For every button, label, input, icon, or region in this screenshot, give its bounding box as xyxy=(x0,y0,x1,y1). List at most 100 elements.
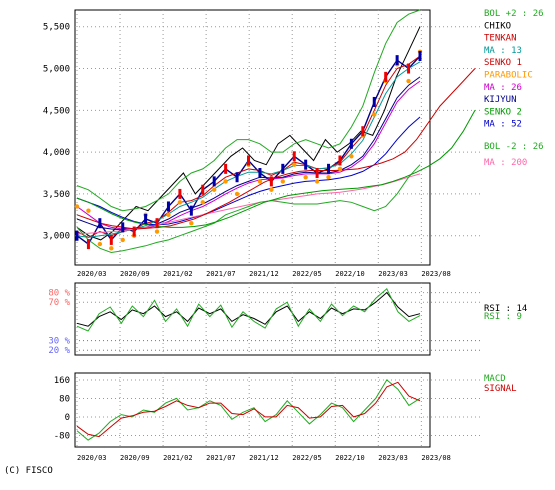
legend-label: TENKAN xyxy=(484,34,517,44)
parabolic-dot xyxy=(292,162,297,167)
candle-body xyxy=(407,63,411,74)
price-x-tick-label: 2023/08 xyxy=(421,270,451,278)
macd-y-tick-label: -80 xyxy=(54,431,70,441)
series-line-ma-52 xyxy=(76,116,421,226)
price-y-tick-label: 4,000 xyxy=(43,148,70,158)
candle-body xyxy=(166,201,170,212)
candle-body xyxy=(247,155,250,166)
price-x-tick-label: 2021/07 xyxy=(206,270,236,278)
legend-label: MA : 200 xyxy=(484,158,527,168)
series-line-bol-2-26 xyxy=(76,164,421,254)
parabolic-dot xyxy=(303,175,308,180)
macd-x-tick-label: 2023/08 xyxy=(421,454,451,462)
candle-body xyxy=(75,230,79,241)
legend-label: MA : 52 xyxy=(484,120,522,130)
parabolic-dot xyxy=(212,187,217,192)
candle-body xyxy=(178,188,182,199)
macd-x-tick-label: 2021/02 xyxy=(163,454,193,462)
candle-body xyxy=(121,222,125,233)
price-y-tick-label: 3,000 xyxy=(43,232,70,242)
candle-body xyxy=(327,163,331,174)
legend-label: SENKO 1 xyxy=(484,58,522,68)
legend-label: KIJYUN xyxy=(484,95,517,105)
macd-x-tick-label: 2023/03 xyxy=(378,454,408,462)
candle-body xyxy=(189,205,193,216)
price-x-tick-label: 2022/05 xyxy=(292,270,322,278)
rsi-y-tick-label: 30 % xyxy=(48,337,70,347)
rsi-y-tick-label: 80 % xyxy=(48,289,70,299)
parabolic-dot xyxy=(337,166,343,172)
legend-label: SENKO 2 xyxy=(484,107,522,117)
price-y-tick-label: 3,500 xyxy=(43,190,70,200)
candle-body xyxy=(361,126,365,137)
parabolic-dot xyxy=(166,212,171,218)
legend-label: CHIKO xyxy=(484,21,511,31)
macd-x-tick-label: 2020/09 xyxy=(120,454,150,462)
legend-label: PARABOLIC xyxy=(484,71,533,81)
series-line-bol-2-26 xyxy=(76,9,421,212)
series-line-rsi-14 xyxy=(76,291,421,327)
macd-y-tick-label: 0 xyxy=(65,413,70,423)
macd-y-tick-label: 160 xyxy=(54,376,70,386)
rsi-y-tick-label: 70 % xyxy=(48,298,70,308)
parabolic-dot xyxy=(269,187,274,192)
macd-x-tick-label: 2020/03 xyxy=(77,454,107,462)
parabolic-dot xyxy=(200,200,205,205)
candle-body xyxy=(258,168,262,179)
macd-x-tick-label: 2022/05 xyxy=(292,454,322,462)
legend-label: RSI : 9 xyxy=(484,312,522,322)
parabolic-dot xyxy=(280,179,285,184)
parabolic-dot xyxy=(74,204,80,209)
price-x-tick-label: 2020/09 xyxy=(120,270,150,278)
parabolic-dot xyxy=(406,78,411,84)
candle-body xyxy=(144,214,148,225)
parabolic-dot xyxy=(109,246,114,251)
legend-label: MA : 13 xyxy=(484,46,522,56)
candle-body xyxy=(201,184,205,195)
copyright-text: (C) FISCO xyxy=(4,466,53,476)
parabolic-dot xyxy=(154,229,160,234)
legend-label: BOL -2 : 26 xyxy=(484,142,544,152)
parabolic-dot xyxy=(234,191,240,197)
candle-body xyxy=(349,138,353,149)
price-y-tick-label: 5,000 xyxy=(43,65,70,75)
parabolic-dot xyxy=(372,112,377,117)
macd-frame xyxy=(74,372,431,448)
price-y-tick-label: 4,500 xyxy=(43,106,70,116)
price-x-tick-label: 2021/02 xyxy=(163,270,193,278)
rsi-frame xyxy=(74,282,431,356)
legend-label: BOL +2 : 26 xyxy=(484,9,544,19)
parabolic-dot xyxy=(257,179,263,184)
legend-label: RSI : 14 xyxy=(484,304,527,314)
series-line-price xyxy=(76,55,421,246)
parabolic-dot xyxy=(314,179,320,184)
candle-body xyxy=(132,226,136,237)
candle-body xyxy=(98,218,102,229)
panel-macd: -80 0 80 160 2020/03 2020/09 2021/02 2021/07 202… xyxy=(54,372,517,462)
price-x-tick-label: 2023/03 xyxy=(378,270,408,278)
parabolic-dot xyxy=(189,220,194,226)
macd-x-tick-label: 2021/12 xyxy=(249,454,279,462)
macd-x-tick-label: 2021/07 xyxy=(206,454,236,462)
candle-body xyxy=(86,239,90,250)
legend-label: MACD xyxy=(484,374,506,384)
series-line-senko-2 xyxy=(76,110,476,228)
series-line-senko-1 xyxy=(76,68,476,230)
candle-body xyxy=(109,234,113,245)
legend-label: MA : 26 xyxy=(484,83,522,93)
candle-body xyxy=(338,155,342,166)
candle-body xyxy=(315,168,319,179)
series-line-signal xyxy=(76,381,421,438)
candle-body xyxy=(269,176,273,187)
candle-body xyxy=(384,71,388,82)
price-x-tick-label: 2021/12 xyxy=(249,270,279,278)
price-x-tick-label: 2022/10 xyxy=(335,270,365,278)
legend-label: SIGNAL xyxy=(484,384,517,394)
candle-body xyxy=(212,176,216,187)
price-frame xyxy=(74,9,431,266)
candle-body xyxy=(395,55,399,66)
parabolic-dot xyxy=(177,200,183,205)
